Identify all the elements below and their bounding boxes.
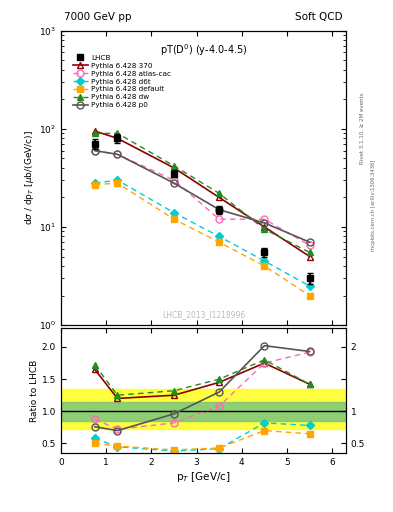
Text: pT(D$^0$) (y-4.0-4.5): pT(D$^0$) (y-4.0-4.5): [160, 42, 247, 58]
Text: 7000 GeV pp: 7000 GeV pp: [64, 12, 131, 22]
X-axis label: p$_T$ [GeV/c]: p$_T$ [GeV/c]: [176, 470, 231, 484]
Text: LHCB_2013_I1218996: LHCB_2013_I1218996: [162, 310, 245, 319]
Text: Soft QCD: Soft QCD: [296, 12, 343, 22]
Y-axis label: Ratio to LHCB: Ratio to LHCB: [30, 359, 39, 421]
Bar: [61, 389, 346, 429]
Text: mcplots.cern.ch [arXiv:1306.3436]: mcplots.cern.ch [arXiv:1306.3436]: [371, 159, 376, 250]
Bar: [61, 401, 346, 421]
Legend: LHCB, Pythia 6.428 370, Pythia 6.428 atlas-cac, Pythia 6.428 d6t, Pythia 6.428 d: LHCB, Pythia 6.428 370, Pythia 6.428 atl…: [70, 52, 174, 111]
Text: Rivet 3.1.10, ≥ 2M events: Rivet 3.1.10, ≥ 2M events: [360, 92, 365, 164]
Y-axis label: d$\sigma$ / dp$_T$ [$\mu$b/(GeV/c)]: d$\sigma$ / dp$_T$ [$\mu$b/(GeV/c)]: [23, 131, 36, 225]
